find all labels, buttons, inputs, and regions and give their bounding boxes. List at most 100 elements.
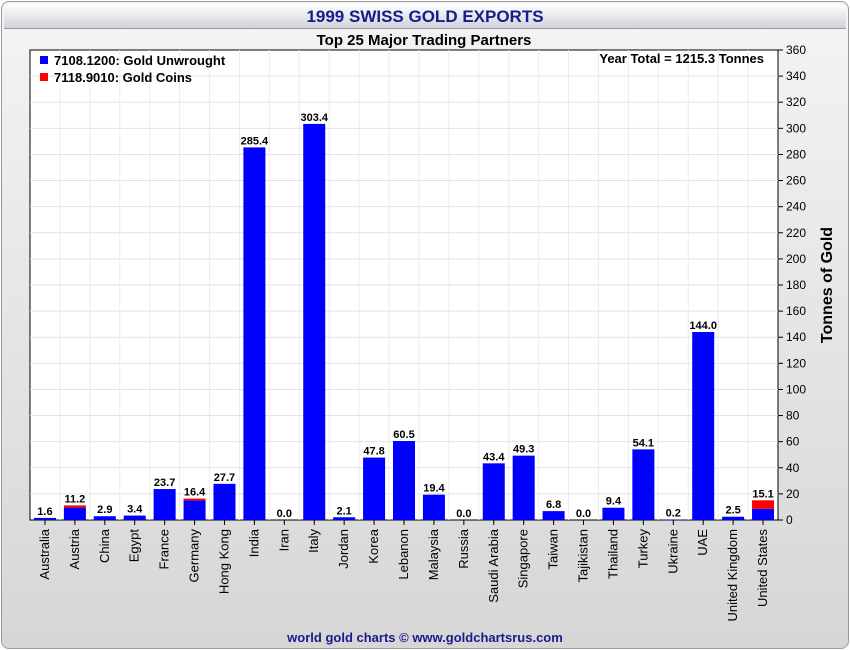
y-tick-label: 280 [786, 147, 806, 161]
y-tick-label: 320 [786, 95, 806, 109]
x-tick-label: Malaysia [426, 528, 441, 580]
x-tick-label: Italy [306, 529, 321, 553]
title-bar: 1999 SWISS GOLD EXPORTS [4, 4, 846, 29]
value-labels: 1.6 11.2 2.9 3.4 23.7 16.4 27.7 285.4 0.0 303.4 2.… [37, 112, 773, 520]
bar-value-label: 47.8 [363, 446, 384, 458]
bar-unwrought [303, 123, 326, 521]
bar-unwrought [512, 455, 535, 520]
y-tick-label: 60 [786, 435, 800, 449]
year-total-annotation: Year Total = 1215.3 Tonnes [599, 51, 764, 66]
bar-value-label: 144.0 [689, 320, 717, 332]
bar-unwrought [363, 457, 386, 520]
legend-label: 7108.1200: Gold Unwrought [54, 53, 226, 68]
x-tick-label: Jordan [336, 529, 351, 569]
x-tick-label: Germany [187, 529, 202, 583]
bar-coins [752, 500, 775, 509]
bars [33, 123, 775, 521]
x-tick-label: Tajikistan [576, 529, 591, 582]
bar-unwrought [123, 515, 146, 520]
bar-value-label: 60.5 [393, 429, 414, 441]
bar-value-label: 54.1 [633, 437, 654, 449]
x-tick-label: Austria [67, 528, 82, 569]
bar-unwrought [183, 500, 206, 520]
y-tick-label: 120 [786, 356, 806, 370]
bar-unwrought [692, 332, 715, 520]
bar-value-label: 0.2 [666, 508, 681, 520]
legend-label: 7118.9010: Gold Coins [54, 70, 192, 85]
bar-value-label: 23.7 [154, 477, 175, 489]
y-tick-label: 20 [786, 487, 800, 501]
legend-swatch [40, 56, 48, 64]
x-tick-label: Korea [366, 528, 381, 563]
x-tick-label: Hong Kong [216, 529, 231, 594]
y-tick-label: 40 [786, 461, 800, 475]
x-tick-label: Russia [456, 528, 471, 569]
y-tick-label: 180 [786, 278, 806, 292]
bar-unwrought [752, 508, 775, 520]
x-tick-label: Singapore [516, 529, 531, 588]
legend: 7108.1200: Gold Unwrought 7118.9010: Gold… [40, 53, 226, 85]
bar-unwrought [632, 449, 655, 520]
y-tick-label: 220 [786, 226, 806, 240]
y-tick-label: 340 [786, 69, 806, 83]
x-tick-label: Turkey [635, 529, 650, 569]
bar-value-label: 3.4 [127, 504, 143, 516]
x-tick-label: Saudi Arabia [486, 528, 501, 602]
x-tick-label: Ukraine [665, 529, 680, 574]
bar-unwrought [243, 147, 266, 520]
chart-title: 1999 SWISS GOLD EXPORTS [306, 7, 544, 26]
y-tick-labels: 0 20 40 60 80 100 120 140 160 180 200 220 240 260 280 3… [778, 43, 806, 527]
bar-unwrought [63, 507, 86, 520]
y-tick-label: 100 [786, 382, 806, 396]
bar-value-label: 0.0 [277, 508, 292, 520]
bar-value-label: 0.0 [576, 508, 591, 520]
bar-value-label: 9.4 [606, 496, 622, 508]
bar-unwrought [422, 494, 445, 520]
bar-value-label: 303.4 [300, 112, 328, 124]
bar-unwrought [153, 489, 176, 520]
x-tick-label: Lebanon [396, 529, 411, 580]
x-tick-labels: Australia Austria China Egypt France Germany H… [37, 520, 770, 622]
bar-unwrought [482, 463, 505, 520]
bar-unwrought [93, 516, 116, 520]
bar-value-label: 43.4 [483, 451, 505, 463]
y-tick-label: 140 [786, 330, 806, 344]
bar-unwrought [722, 516, 745, 520]
y-tick-label: 200 [786, 252, 806, 266]
y-tick-label: 300 [786, 121, 806, 135]
y-tick-label: 240 [786, 200, 806, 214]
x-tick-label: China [97, 528, 112, 563]
x-tick-label: UAE [695, 529, 710, 556]
x-tick-label: India [246, 528, 261, 557]
bar-value-label: 2.5 [725, 505, 740, 517]
x-tick-label: Thailand [605, 529, 620, 579]
bar-unwrought [393, 441, 415, 520]
bar-coins [183, 498, 206, 501]
bar-unwrought [213, 483, 236, 520]
chart-subtitle: Top 25 Major Trading Partners [317, 32, 532, 49]
x-tick-label: France [157, 529, 172, 569]
x-tick-label: Taiwan [546, 529, 561, 569]
y-tick-label: 80 [786, 409, 800, 423]
bar-value-label: 285.4 [241, 135, 269, 147]
y-tick-label: 360 [786, 43, 806, 57]
y-axis-label: Tonnes of Gold [819, 227, 836, 343]
bar-value-label: 2.9 [97, 504, 112, 516]
x-tick-label: United Kingdom [725, 529, 740, 622]
bar-unwrought [542, 511, 565, 520]
bar-unwrought [33, 517, 56, 520]
footer-credit: world gold charts © www.goldchartsrus.co… [287, 630, 563, 645]
y-tick-label: 260 [786, 174, 806, 188]
x-tick-label: Iran [276, 529, 291, 551]
y-tick-label: 0 [786, 513, 793, 527]
x-tick-label: Australia [37, 528, 52, 579]
bar-value-label: 15.1 [752, 488, 773, 500]
bar-value-label: 0.0 [456, 508, 471, 520]
bar-value-label: 19.4 [423, 483, 445, 495]
bar-value-label: 27.7 [214, 472, 235, 484]
bar-value-label: 11.2 [64, 493, 85, 505]
legend-swatch [40, 73, 48, 81]
bar-unwrought [602, 507, 625, 520]
bar-value-label: 6.8 [546, 499, 561, 511]
